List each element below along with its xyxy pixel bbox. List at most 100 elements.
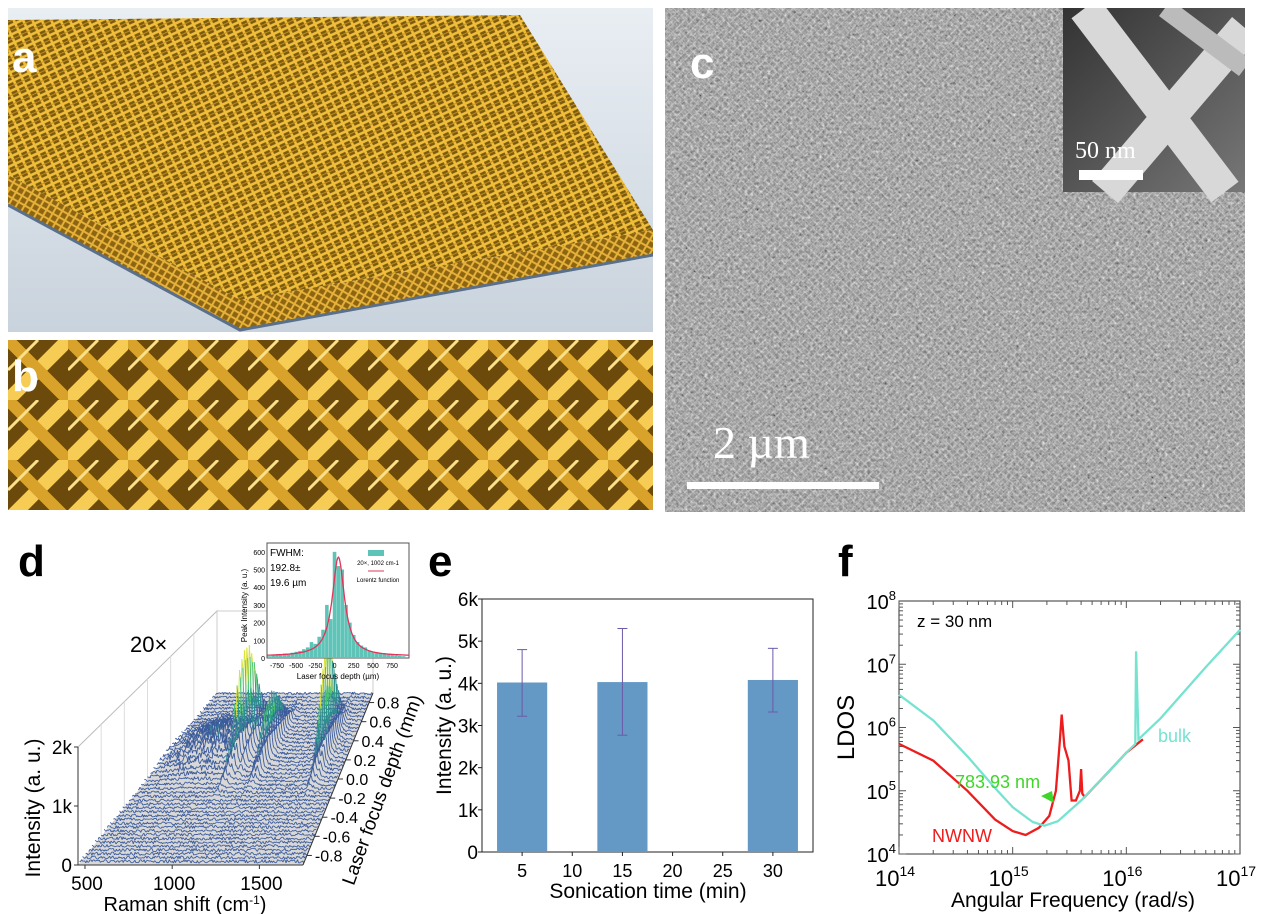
- waterfall-segment: [239, 692, 241, 694]
- waterfall-segment: [292, 775, 294, 778]
- waterfall-segment: [309, 713, 312, 715]
- waterfall-segment: [297, 746, 299, 748]
- waterfall-segment: [199, 721, 202, 723]
- waterfall-segment: [210, 720, 212, 722]
- waterfall-segment: [325, 715, 327, 728]
- waterfall-segment: [169, 752, 172, 757]
- waterfall-segment: [350, 700, 353, 703]
- waterfall-segment: [328, 729, 330, 733]
- waterfall-segment: [343, 723, 346, 725]
- waterfall-segment: [313, 722, 316, 724]
- waterfall-segment: [230, 703, 233, 706]
- waterfall-segment: [303, 731, 305, 733]
- waterfall-segment: [312, 718, 315, 721]
- waterfall-segment: [226, 731, 229, 740]
- waterfall-segment: [301, 714, 303, 716]
- waterfall-segment: [335, 739, 337, 742]
- waterfall-segment: [291, 714, 294, 719]
- waterfall-segment: [342, 751, 344, 754]
- waterfall-segment: [261, 707, 264, 713]
- waterfall-segment: [269, 742, 272, 749]
- waterfall-segment: [272, 744, 275, 748]
- waterfall-segment: [223, 728, 225, 736]
- waterfall-segment: [279, 722, 281, 725]
- waterfall-segment: [341, 731, 343, 734]
- waterfall-segment: [190, 754, 192, 759]
- waterfall-segment: [341, 725, 343, 728]
- waterfall-segment: [352, 735, 354, 737]
- waterfall-segment: [280, 707, 283, 716]
- waterfall-segment: [202, 723, 204, 725]
- waterfall-segment: [347, 705, 349, 708]
- waterfall-segment: [210, 727, 213, 735]
- waterfall-segment: [308, 763, 311, 766]
- waterfall-segment: [262, 701, 265, 712]
- waterfall-segment: [279, 756, 281, 759]
- waterfall-segment: [348, 705, 351, 708]
- waterfall-segment: [189, 747, 192, 753]
- waterfall-segment: [312, 704, 314, 706]
- waterfall-segment: [308, 772, 310, 774]
- waterfall-segment: [341, 751, 343, 754]
- waterfall-segment: [264, 692, 266, 694]
- waterfall-segment: [217, 735, 219, 738]
- waterfall-segment: [220, 707, 223, 710]
- waterfall-segment: [288, 724, 291, 726]
- waterfall-segment: [281, 718, 284, 721]
- waterfall-segment: [254, 670, 257, 695]
- waterfall-segment: [259, 746, 262, 751]
- waterfall-segment: [201, 714, 204, 717]
- waterfall-segment: [255, 733, 258, 736]
- waterfall-segment: [344, 696, 346, 698]
- waterfall-segment: [253, 661, 256, 671]
- waterfall-segment: [217, 756, 220, 758]
- waterfall-segment: [163, 770, 165, 772]
- waterfall-segment: [183, 736, 185, 739]
- waterfall-segment: [242, 751, 245, 755]
- waterfall-segment: [287, 692, 289, 695]
- waterfall-segment: [211, 717, 213, 719]
- waterfall-segment: [338, 708, 341, 715]
- waterfall-segment: [297, 692, 299, 695]
- waterfall-segment: [363, 695, 366, 698]
- waterfall-segment: [239, 727, 241, 732]
- waterfall-segment: [303, 719, 305, 721]
- waterfall-segment: [320, 775, 323, 777]
- waterfall-segment: [311, 744, 314, 747]
- waterfall-segment: [289, 776, 291, 778]
- waterfall-segment: [294, 764, 297, 766]
- waterfall-segment: [208, 717, 210, 719]
- waterfall-segment: [253, 704, 256, 721]
- panel-label-e: e: [428, 537, 453, 586]
- waterfall-segment: [192, 729, 194, 731]
- waterfall-segment: [296, 691, 299, 694]
- waterfall-segment: [299, 741, 302, 744]
- waterfall-segment: [228, 729, 231, 734]
- waterfall-segment: [220, 692, 222, 695]
- waterfall-segment: [249, 725, 252, 729]
- waterfall-segment: [204, 707, 206, 711]
- waterfall-segment: [284, 722, 287, 726]
- waterfall-segment: [264, 744, 267, 754]
- waterfall-segment: [224, 722, 227, 725]
- waterfall-segment: [272, 752, 274, 755]
- waterfall-segment: [340, 700, 343, 711]
- waterfall-segment: [309, 696, 312, 699]
- waterfall-segment: [223, 756, 226, 758]
- waterfall-segment: [257, 695, 260, 706]
- waterfall-segment: [311, 708, 314, 710]
- waterfall-segment: [208, 728, 211, 731]
- waterfall-segment: [341, 713, 343, 720]
- waterfall-segment: [329, 725, 331, 739]
- waterfall-segment: [153, 766, 155, 769]
- waterfall-segment: [270, 720, 273, 738]
- waterfall-segment: [177, 743, 180, 746]
- waterfall-segment: [227, 711, 229, 714]
- waterfall-segment: [321, 694, 324, 725]
- waterfall-segment: [331, 710, 334, 716]
- waterfall-segment: [203, 711, 205, 714]
- waterfall-segment: [307, 746, 309, 748]
- waterfall-segment: [216, 736, 218, 741]
- waterfall-segment: [278, 697, 281, 710]
- waterfall-segment: [341, 703, 344, 705]
